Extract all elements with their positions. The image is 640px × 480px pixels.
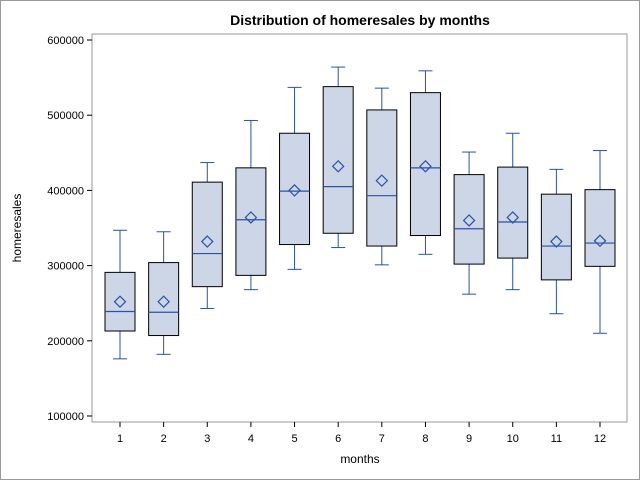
mean-marker bbox=[550, 235, 563, 248]
mean-marker bbox=[419, 159, 432, 173]
plot-area bbox=[91, 33, 628, 423]
mean-marker bbox=[462, 214, 476, 227]
iqr-box bbox=[279, 132, 311, 246]
box-month-6 bbox=[322, 66, 354, 249]
mean-marker bbox=[331, 159, 345, 173]
y-axis: 100000 200000 300000 400000 500000 600000 bbox=[47, 35, 92, 423]
x-axis-label: months bbox=[340, 452, 379, 466]
y-tick-label: 600000 bbox=[47, 35, 84, 47]
mean-marker bbox=[200, 235, 214, 248]
mean-marker bbox=[375, 174, 389, 187]
x-tick-label: 2 bbox=[161, 433, 167, 445]
box-month-3 bbox=[191, 162, 223, 309]
box-month-5 bbox=[279, 86, 311, 270]
x-tick-label: 7 bbox=[379, 433, 385, 445]
box-month-4 bbox=[235, 119, 267, 291]
y-tick-label: 200000 bbox=[47, 336, 84, 348]
iqr-box bbox=[104, 271, 136, 332]
x-tick-label: 6 bbox=[335, 433, 341, 445]
box-month-8 bbox=[409, 70, 441, 255]
iqr-box bbox=[453, 174, 485, 265]
x-tick-label: 4 bbox=[248, 433, 254, 445]
iqr-box bbox=[191, 181, 223, 288]
box-month-12 bbox=[584, 150, 616, 334]
x-axis: 1 2 3 4 5 6 7 8 9 10 11 12 bbox=[117, 422, 606, 445]
iqr-box bbox=[409, 92, 441, 237]
x-tick-label: 8 bbox=[422, 433, 428, 445]
x-tick-label: 3 bbox=[204, 433, 210, 445]
mean-marker bbox=[244, 211, 258, 224]
box-month-2 bbox=[148, 231, 180, 355]
mean-marker bbox=[506, 211, 520, 224]
mean-marker bbox=[593, 234, 607, 248]
mean-marker bbox=[113, 295, 127, 309]
box-month-1 bbox=[104, 229, 136, 360]
iqr-box bbox=[322, 86, 354, 234]
y-tick-label: 500000 bbox=[47, 110, 84, 122]
mean-marker bbox=[157, 295, 170, 309]
x-tick-label: 10 bbox=[507, 433, 519, 445]
x-tick-label: 11 bbox=[551, 433, 562, 445]
y-tick-label: 100000 bbox=[47, 411, 84, 423]
iqr-box bbox=[235, 167, 267, 276]
box-month-10 bbox=[497, 132, 529, 291]
x-tick-label: 5 bbox=[291, 433, 297, 445]
x-tick-label: 9 bbox=[466, 433, 472, 445]
box-month-7 bbox=[366, 87, 398, 266]
box-month-11 bbox=[540, 168, 572, 315]
y-tick-label: 300000 bbox=[47, 261, 84, 273]
x-tick-label: 1 bbox=[117, 433, 123, 445]
x-tick-label: 12 bbox=[594, 433, 606, 445]
box-month-9 bbox=[453, 151, 485, 295]
chart-title: Distribution of homeresales by months bbox=[230, 12, 490, 28]
iqr-box bbox=[148, 262, 180, 337]
iqr-box bbox=[584, 189, 616, 267]
y-axis-label: homeresales bbox=[10, 194, 24, 263]
y-tick-label: 400000 bbox=[47, 185, 84, 197]
mean-marker bbox=[288, 184, 301, 197]
iqr-box bbox=[540, 193, 572, 281]
iqr-box bbox=[366, 109, 398, 247]
boxes-group bbox=[104, 66, 616, 360]
